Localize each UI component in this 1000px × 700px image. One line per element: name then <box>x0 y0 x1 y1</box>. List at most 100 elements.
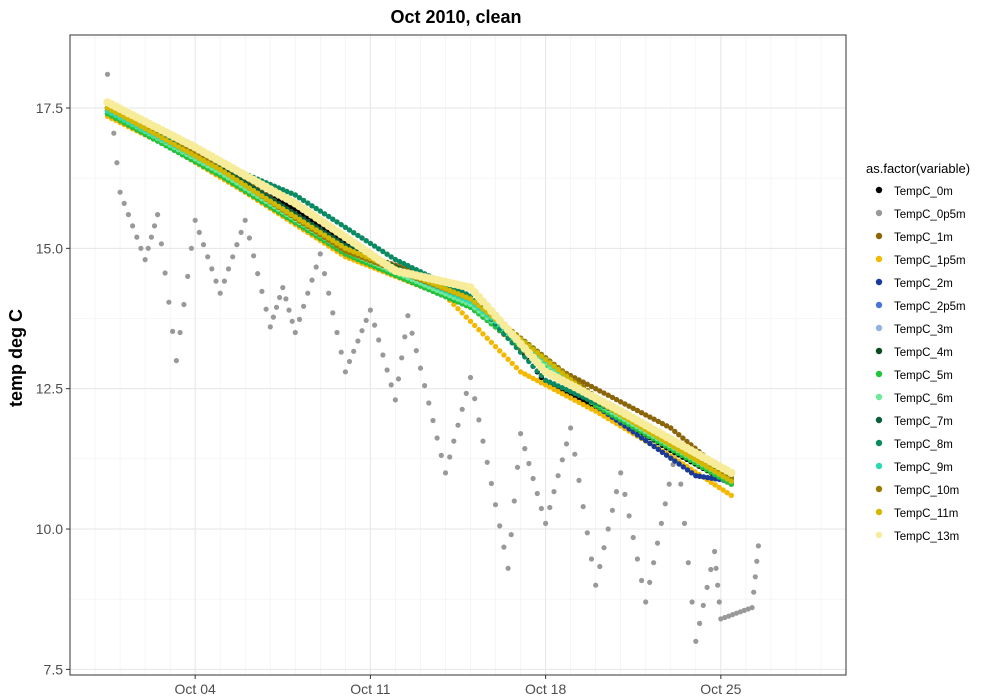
legend-item-TempC_8m: TempC_8m <box>875 439 953 451</box>
data-point <box>284 188 290 195</box>
data-point <box>505 565 511 571</box>
data-point <box>522 371 528 377</box>
data-point <box>722 614 728 621</box>
data-point <box>334 240 340 246</box>
legend-label: TempC_5m <box>894 370 953 382</box>
data-point <box>270 314 276 320</box>
data-point <box>459 406 465 412</box>
data-point <box>355 232 361 239</box>
data-point <box>492 343 499 350</box>
data-point <box>651 416 657 422</box>
data-point <box>246 235 252 241</box>
data-point <box>542 356 549 363</box>
data-point <box>668 455 674 461</box>
data-point <box>317 208 323 214</box>
legend-key <box>875 393 883 401</box>
legend-key <box>875 301 883 309</box>
data-point <box>158 241 164 247</box>
data-point <box>263 195 269 202</box>
data-point <box>647 579 653 586</box>
data-point <box>472 396 478 402</box>
data-point <box>372 322 378 328</box>
data-point <box>666 481 672 487</box>
data-point <box>472 299 478 305</box>
data-point <box>138 245 144 251</box>
data-point <box>678 481 684 487</box>
data-point <box>559 385 565 391</box>
data-point <box>230 254 236 260</box>
data-point <box>409 330 415 336</box>
legend-key <box>875 186 883 194</box>
data-point <box>399 355 405 361</box>
data-point <box>720 487 726 493</box>
data-point <box>173 358 179 364</box>
data-point <box>355 250 361 257</box>
data-point <box>326 213 332 220</box>
data-point <box>634 432 641 438</box>
legend-label: TempC_2p5m <box>894 301 966 313</box>
data-point <box>217 290 223 296</box>
grid <box>69 35 847 675</box>
data-point <box>301 303 307 309</box>
data-point <box>192 153 198 159</box>
data-point <box>409 265 415 271</box>
data-point <box>338 349 344 355</box>
data-point <box>467 296 474 302</box>
data-point <box>530 375 536 382</box>
data-point <box>359 328 365 334</box>
data-point <box>213 164 219 171</box>
data-point <box>273 304 280 310</box>
data-point <box>205 160 211 166</box>
data-point <box>459 310 465 316</box>
data-point <box>313 227 319 233</box>
data-point <box>134 234 140 240</box>
data-point <box>271 201 278 207</box>
data-point <box>455 291 461 297</box>
legend-key <box>875 278 883 286</box>
legend-item-TempC_9m: TempC_9m <box>875 462 953 474</box>
data-point <box>659 420 666 427</box>
data-point <box>484 459 490 465</box>
data-point <box>752 574 758 580</box>
data-point <box>395 376 402 382</box>
data-point <box>277 294 283 301</box>
data-point <box>497 523 503 529</box>
data-point <box>647 440 653 447</box>
legend-item-TempC_1m: TempC_1m <box>875 232 953 244</box>
data-point <box>680 435 686 441</box>
data-point <box>150 130 157 136</box>
data-point <box>185 273 191 279</box>
legend-item-TempC_2p5m: TempC_2p5m <box>875 301 966 313</box>
data-point <box>508 532 514 538</box>
data-point <box>376 337 382 343</box>
data-point <box>250 188 257 194</box>
data-point <box>259 193 265 199</box>
data-point <box>442 286 449 292</box>
data-point <box>405 262 411 269</box>
data-point <box>509 360 515 367</box>
x-tick-label: Oct 11 <box>350 681 390 697</box>
data-point <box>396 258 403 265</box>
data-point <box>542 382 549 388</box>
data-point <box>317 229 323 236</box>
data-point <box>242 182 248 189</box>
y-tick-label: 7.5 <box>44 661 64 677</box>
data-point <box>413 348 419 354</box>
data-point <box>703 463 710 470</box>
data-point <box>455 422 461 428</box>
data-point <box>476 417 482 423</box>
data-point <box>148 234 154 240</box>
data-point <box>121 200 127 206</box>
data-point <box>296 195 303 201</box>
data-point <box>351 249 357 255</box>
data-point <box>609 418 616 424</box>
data-point <box>151 223 158 229</box>
legend-key <box>875 324 883 332</box>
data-point <box>643 599 649 605</box>
data-point <box>517 369 524 375</box>
data-point <box>618 470 624 476</box>
data-point <box>681 520 688 527</box>
data-point <box>330 237 336 244</box>
data-point <box>234 242 240 248</box>
data-point <box>342 224 349 230</box>
